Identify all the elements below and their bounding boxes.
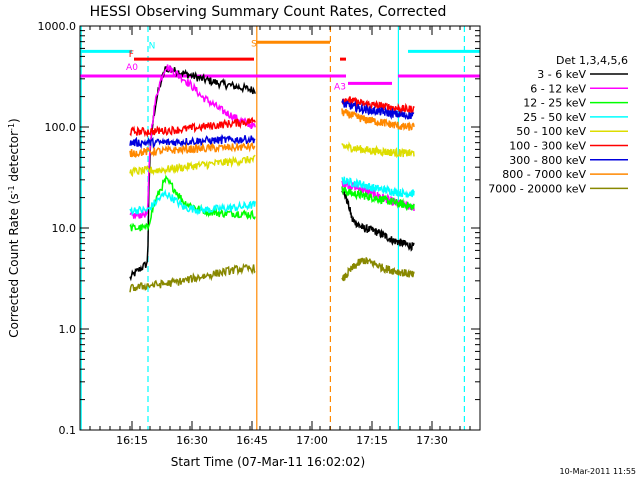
series-line-3-seg2 — [341, 176, 415, 199]
series-line-3-seg1 — [129, 188, 256, 216]
legend-label-6: 300 - 800 keV — [509, 154, 586, 167]
legend-title: Det 1,3,4,5,6 — [556, 54, 628, 67]
series-line-4-seg2 — [341, 141, 415, 159]
state-label-A0: A0 — [126, 63, 138, 73]
x-tick-label-4: 17:15 — [356, 434, 388, 447]
series-line-4-seg1 — [129, 154, 256, 178]
state-label-S: S — [251, 39, 257, 49]
series-line-8-seg2 — [341, 257, 415, 282]
series-line-7-seg1 — [129, 141, 256, 158]
legend-label-7: 800 - 7000 keV — [502, 168, 586, 181]
series-line-7-seg2 — [341, 108, 415, 131]
y-tick-label-3: 100.0 — [45, 121, 77, 134]
legend-label-8: 7000 - 20000 keV — [488, 182, 586, 195]
chart-title: HESSI Observing Summary Count Rates, Cor… — [90, 4, 447, 20]
series-line-2-seg2 — [341, 186, 415, 212]
x-tick-label-5: 17:30 — [416, 434, 448, 447]
plot-content — [80, 26, 480, 430]
legend-label-4: 50 - 100 keV — [516, 125, 586, 138]
series-line-0-seg2 — [341, 188, 415, 252]
y-tick-label-0: 0.1 — [59, 424, 77, 437]
x-tick-label-2: 16:45 — [236, 434, 268, 447]
x-tick-label-0: 16:15 — [116, 434, 148, 447]
state-label-N: N — [149, 41, 156, 51]
legend-label-2: 12 - 25 keV — [523, 97, 586, 110]
state-label-A3: A3 — [334, 82, 346, 92]
series-line-5-seg1 — [129, 116, 256, 138]
y-tick-label-4: 1000.0 — [38, 20, 77, 33]
y-tick-label-1: 1.0 — [59, 323, 77, 336]
y-axis-label: Corrected Count Rate (s-1 detector-1) — [7, 118, 21, 337]
series-line-6-seg2 — [341, 98, 415, 120]
plot-area: N F S A0 A3 — [80, 26, 480, 430]
x-axis-label: Start Time (07-Mar-11 16:02:02) — [171, 455, 365, 469]
footer-timestamp: 10-Mar-2011 11:55 — [560, 467, 637, 476]
series-line-6-seg1 — [129, 133, 256, 150]
y-tick-label-2: 10.0 — [52, 222, 77, 235]
legend-label-5: 100 - 300 keV — [509, 140, 586, 153]
legend-label-0: 3 - 6 keV — [537, 68, 586, 81]
legend-label-3: 25 - 50 keV — [523, 111, 586, 124]
axes: 0.1 1.0 10.0 100.0 1000.0 16:15 16:30 16:45 17:0… — [38, 20, 481, 447]
x-tick-label-3: 17:00 — [296, 434, 328, 447]
x-tick-label-1: 16:30 — [176, 434, 208, 447]
legend-label-1: 6 - 12 keV — [530, 82, 586, 95]
series-line-8-seg1 — [129, 262, 256, 293]
state-label-F: F — [129, 50, 134, 60]
